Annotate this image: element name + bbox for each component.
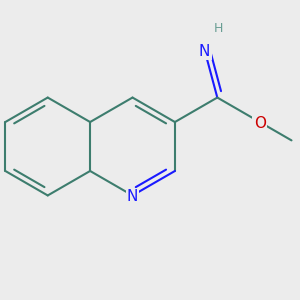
Text: N: N [127, 190, 138, 205]
Text: O: O [254, 116, 266, 131]
Text: H: H [213, 22, 223, 35]
Text: N: N [199, 44, 210, 59]
